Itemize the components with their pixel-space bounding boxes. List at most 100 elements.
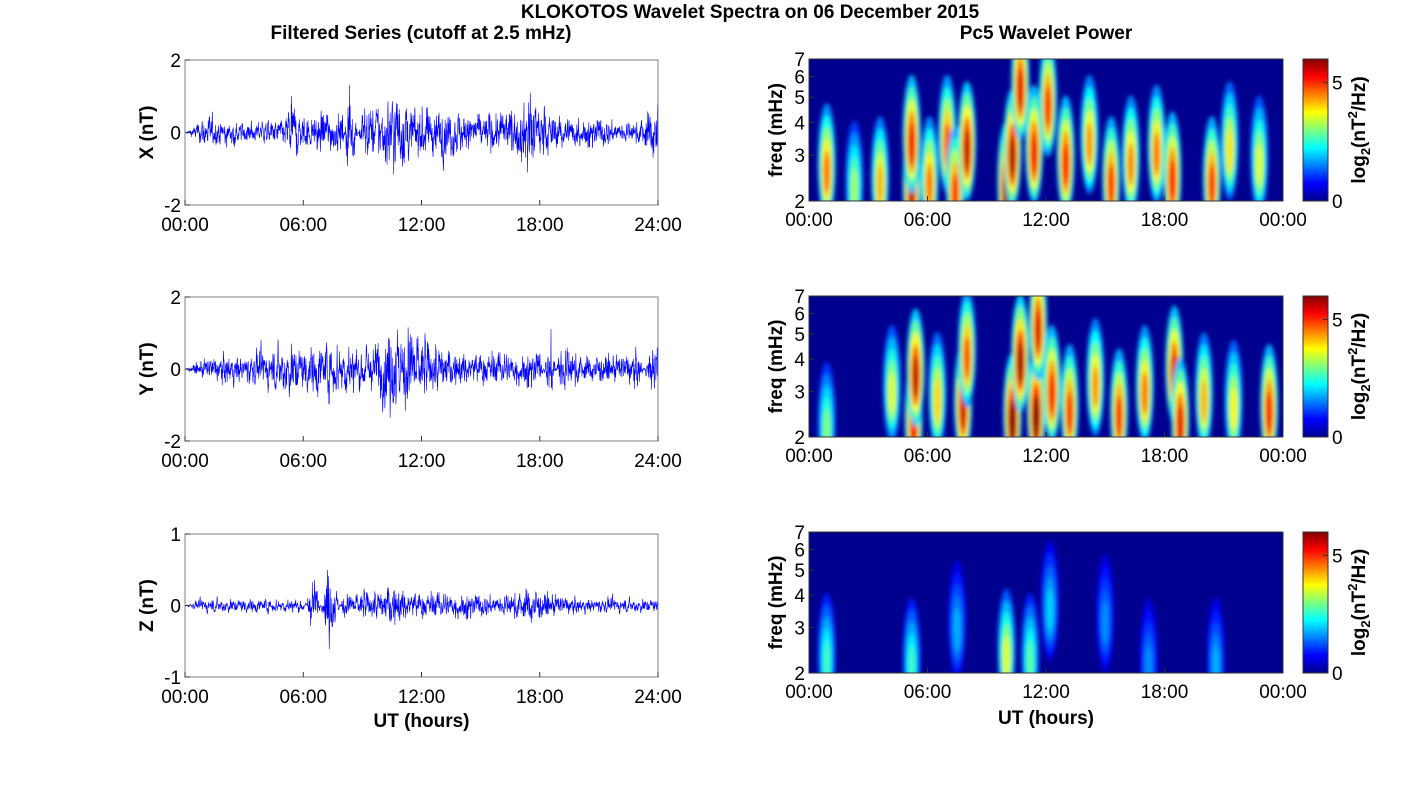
colorbar-label-sub: 2	[1358, 620, 1373, 627]
y-tick-label: 4	[794, 586, 805, 607]
colorbar-label: log2(nT2/Hz)	[1345, 549, 1373, 656]
x-tick-label: 12:00	[398, 687, 446, 708]
colorbar-tick-label: 5	[1332, 74, 1343, 95]
y-axis-label: Y (nT)	[137, 342, 158, 395]
x-tick-label: 12:00	[398, 451, 446, 472]
power-blob	[934, 379, 941, 423]
x-tick-label: 00:00	[1259, 210, 1307, 231]
y-tick-label: 1	[170, 525, 181, 546]
y-tick-label: 2	[794, 664, 805, 685]
panel-y-line: -2 0 2 00:00 06:00 12:00 18:00 24:00 Y (nT)	[137, 288, 682, 472]
colorbar-gradient	[1302, 58, 1329, 202]
y-tick-label: 0	[170, 597, 181, 618]
y-tick-label: 7	[794, 523, 805, 544]
figure-title: KLOKOTOS Wavelet Spectra on 06 December …	[521, 2, 980, 23]
power-blob	[1086, 122, 1093, 166]
series-line	[184, 84, 659, 175]
y-tick-label: 6	[794, 304, 805, 325]
x-tick-label: 00:00	[161, 687, 209, 708]
colorbar-label: log2(nT2/Hz)	[1345, 313, 1373, 420]
y-axis-label: Z (nT)	[137, 579, 158, 632]
x-tick-label: 24:00	[634, 215, 682, 236]
y-tick-label: 4	[794, 350, 805, 371]
power-blob	[823, 409, 831, 437]
power-blob	[1115, 395, 1123, 437]
power-blob	[963, 336, 971, 380]
x-tick-label: 06:00	[904, 682, 952, 703]
x-tick-label: 12:00	[1022, 446, 1070, 467]
panel-x-line: -2 0 2 00:00 06:00 12:00 18:00 24:00 X (nT)	[137, 51, 682, 236]
colorbar-label-paren: (nT	[1349, 591, 1370, 621]
power-blob	[1177, 404, 1184, 437]
y-tick-label: 6	[794, 540, 805, 561]
power-blob	[823, 150, 831, 194]
y-tick-label: 5	[794, 325, 805, 346]
y-axis-label: X (nT)	[137, 106, 158, 160]
x-tick-label: 00:00	[1259, 682, 1307, 703]
colorbar-label-rest: /Hz)	[1349, 549, 1370, 584]
y-tick-label: 2	[170, 51, 181, 72]
colorbar-label-sub: 2	[1358, 384, 1373, 391]
x-tick-label: 06:00	[279, 451, 327, 472]
heatmap-power-blobs	[817, 541, 1225, 673]
power-blob	[1102, 601, 1109, 645]
power-blob	[963, 128, 971, 172]
colorbar-label-paren: (nT	[1349, 355, 1370, 385]
power-blob	[1230, 387, 1237, 430]
heatmap-image	[809, 532, 1283, 673]
y-tick-label: -2	[164, 432, 181, 453]
x-tick-label: 00:00	[1259, 446, 1307, 467]
y-tick-label: 5	[794, 561, 805, 582]
power-blob	[1044, 85, 1052, 129]
y-tick-label: 5	[794, 88, 805, 109]
power-blob	[1127, 143, 1135, 187]
colorbar-label-sup: 2	[1345, 584, 1360, 591]
colorbar-label-rest: /Hz)	[1349, 76, 1370, 111]
power-blob	[1169, 159, 1176, 201]
power-blob	[1256, 143, 1263, 187]
x-tick-label: 00:00	[785, 210, 833, 231]
power-blob	[1212, 645, 1220, 673]
power-blob	[851, 168, 858, 201]
power-blob	[1208, 163, 1216, 201]
colorbar-label-base: log	[1349, 628, 1370, 657]
x-tick-label: 12:00	[1022, 210, 1070, 231]
x-tick-label: 06:00	[279, 687, 327, 708]
y-tick-label: 2	[794, 428, 805, 449]
y-axis-label: freq (mHz)	[766, 556, 787, 650]
heatmap-power-blobs	[817, 59, 1269, 201]
y-tick-label: 0	[170, 360, 181, 381]
power-blob	[1003, 636, 1010, 673]
power-blob	[1034, 309, 1042, 352]
colorbar-label-base: log	[1349, 155, 1370, 184]
colorbar-label-base: log	[1349, 392, 1370, 421]
y-tick-label: 7	[794, 50, 805, 71]
y-tick-label: 6	[794, 67, 805, 88]
plot-area	[185, 60, 658, 205]
power-blob	[1200, 379, 1208, 423]
colorbar-tick-label: 0	[1332, 428, 1343, 449]
power-blob	[1017, 341, 1024, 385]
y-tick-label: -1	[164, 668, 181, 689]
power-blob	[908, 645, 915, 673]
power-blob	[1141, 372, 1148, 415]
y-tick-label: 2	[170, 288, 181, 309]
power-blob	[1017, 68, 1024, 112]
power-blob	[1048, 372, 1056, 415]
colorbar-label: log2(nT2/Hz)	[1345, 76, 1373, 183]
y-tick-label: 0	[170, 124, 181, 145]
series-line	[184, 569, 659, 649]
x-tick-label: 06:00	[904, 446, 952, 467]
x-tick-label: 06:00	[904, 210, 952, 231]
power-blob	[1107, 163, 1115, 201]
x-tick-label: 18:00	[1141, 446, 1189, 467]
y-tick-label: 4	[794, 113, 805, 134]
power-blob	[1145, 645, 1152, 673]
x-tick-label: 00:00	[785, 446, 833, 467]
power-blob	[888, 372, 896, 415]
